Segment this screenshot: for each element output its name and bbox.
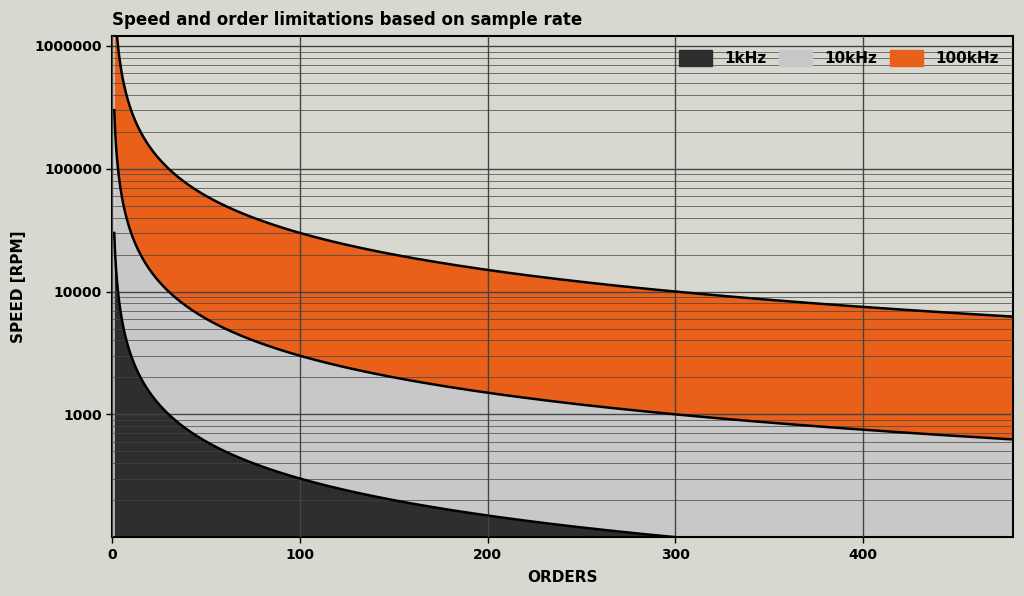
- Text: Speed and order limitations based on sample rate: Speed and order limitations based on sam…: [113, 11, 583, 29]
- Y-axis label: SPEED [RPM]: SPEED [RPM]: [11, 231, 26, 343]
- X-axis label: ORDERS: ORDERS: [527, 570, 598, 585]
- Legend: 1kHz, 10kHz, 100kHz: 1kHz, 10kHz, 100kHz: [673, 44, 1006, 72]
